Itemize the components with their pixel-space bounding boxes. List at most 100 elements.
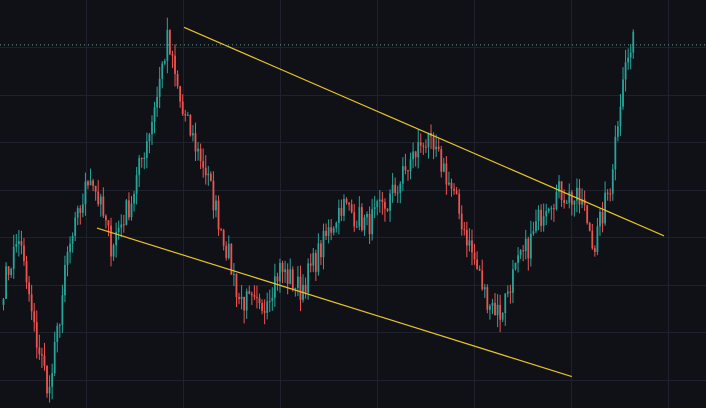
candle-bear — [404, 166, 407, 171]
trendlines — [96, 26, 665, 378]
candle-bear — [407, 170, 409, 172]
candle-bear — [478, 269, 481, 271]
candle-bull — [448, 182, 450, 185]
candle-bear — [353, 212, 356, 227]
candle-bear — [209, 173, 212, 181]
candle-bear — [230, 243, 233, 275]
candle-bull — [322, 230, 325, 258]
candle-bear — [593, 248, 596, 252]
candle-bear — [220, 229, 222, 231]
candle-bull — [197, 148, 199, 152]
candle-bull — [573, 200, 576, 205]
candle-bear — [350, 204, 353, 213]
candle-bull — [307, 263, 310, 293]
candle-bull — [519, 250, 522, 256]
trendline-upper — [183, 26, 665, 237]
candle-bull — [84, 181, 87, 205]
candle-bear — [460, 213, 463, 230]
candle-bear — [107, 220, 110, 226]
candle-bull — [568, 191, 571, 203]
candle-bear — [7, 266, 10, 275]
candle-bull — [558, 181, 560, 192]
candle-bull — [158, 78, 161, 97]
candle-bull — [332, 228, 335, 233]
candle-bull — [89, 180, 92, 186]
candle-bull — [565, 202, 568, 204]
candle-bear — [570, 191, 573, 205]
candle-bull — [115, 231, 118, 246]
candle-bull — [542, 216, 545, 226]
candle-bear — [87, 181, 89, 186]
candle-bear — [202, 161, 205, 168]
candle-bear — [291, 269, 294, 290]
candle-bear — [238, 297, 240, 299]
candle-bull — [401, 166, 404, 184]
candle-bear — [23, 245, 25, 262]
candle-bull — [120, 224, 123, 228]
candle-bull — [491, 302, 494, 306]
candle-bull — [417, 142, 420, 158]
candle-bull — [61, 295, 64, 325]
candle-bear — [20, 241, 23, 246]
candle-bear — [304, 284, 307, 293]
candle-bear — [509, 291, 512, 293]
candle-bull — [581, 199, 583, 205]
candle-bear — [38, 347, 41, 355]
candle-bull — [117, 227, 120, 232]
candle-bear — [361, 207, 363, 231]
candle-bull — [294, 287, 297, 290]
candle-bull — [524, 238, 527, 252]
candle-bull — [489, 305, 491, 310]
candle-bear — [281, 262, 284, 273]
candle-bull — [632, 31, 635, 53]
candle-bear — [174, 55, 176, 74]
candle-bull — [399, 183, 402, 193]
candle-bull — [504, 293, 507, 314]
candle-bear — [299, 276, 302, 300]
candle-bear — [481, 270, 484, 290]
candle-bear — [386, 208, 389, 211]
candle-bear — [261, 303, 263, 311]
candle-bear — [560, 181, 563, 200]
candle-bull — [396, 192, 399, 194]
candle-bear — [458, 193, 461, 214]
candle-bear — [243, 296, 246, 311]
candle-bull — [56, 325, 59, 343]
candle-bull — [145, 141, 148, 158]
candle-bear — [128, 200, 130, 218]
candle-bull — [273, 276, 276, 298]
candle-bull — [66, 252, 69, 266]
candle-bull — [284, 269, 286, 273]
candle-bull — [629, 52, 632, 58]
candle-bull — [76, 208, 79, 218]
candle-bear — [437, 146, 440, 150]
candle-bull — [48, 386, 51, 394]
candle-bull — [537, 209, 540, 222]
candle-bull — [153, 107, 156, 122]
candle-bear — [586, 204, 589, 224]
candle-bear — [97, 191, 100, 205]
candle-bear — [445, 163, 448, 185]
candle-bull — [358, 207, 361, 227]
candle-bull — [58, 324, 61, 326]
candle-bull — [617, 126, 619, 137]
candle-bear — [453, 188, 455, 191]
candle-bull — [64, 265, 66, 296]
candle-bull — [627, 57, 630, 63]
candle-bull — [501, 313, 504, 320]
candle-bull — [240, 296, 243, 299]
candle-bear — [563, 199, 566, 204]
candle-bull — [529, 233, 532, 259]
candle-bear — [189, 114, 192, 136]
candle-bear — [35, 322, 38, 348]
candle-bull — [148, 134, 151, 142]
candle-bull — [327, 227, 330, 236]
candle-bear — [25, 261, 28, 283]
candle-bear — [432, 136, 435, 150]
candle-bull — [233, 273, 235, 275]
candle-bear — [384, 202, 386, 209]
candle-bull — [279, 262, 281, 282]
candle-bull — [69, 243, 71, 253]
candle-bull — [53, 342, 56, 374]
